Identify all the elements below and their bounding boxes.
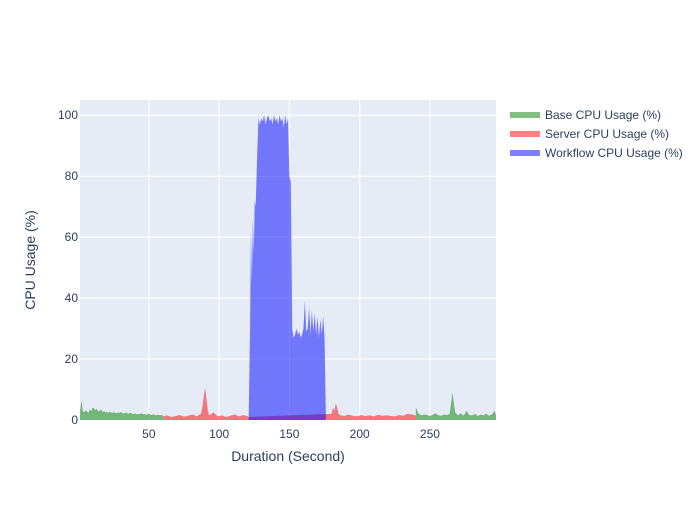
legend[interactable]: Base CPU Usage (%) Server CPU Usage (%) Wo…: [510, 108, 683, 160]
x-tick-label: 250: [420, 427, 440, 441]
series-area-1[interactable]: [415, 392, 496, 420]
x-axis-title: Duration (Second): [231, 448, 345, 464]
y-tick-label: 60: [65, 230, 79, 244]
y-tick-label: 100: [58, 108, 78, 122]
series-area-2[interactable]: [162, 388, 416, 420]
legend-item[interactable]: Base CPU Usage (%): [510, 108, 661, 122]
legend-swatch: [510, 150, 540, 156]
x-tick-label: 200: [350, 427, 370, 441]
legend-label: Base CPU Usage (%): [545, 108, 661, 122]
legend-label: Workflow CPU Usage (%): [545, 146, 683, 160]
series-areas: [80, 115, 496, 421]
legend-item[interactable]: Server CPU Usage (%): [510, 127, 669, 141]
legend-label: Server CPU Usage (%): [545, 127, 669, 141]
y-axis-title: CPU Usage (%): [22, 210, 38, 310]
legend-swatch: [510, 112, 540, 118]
x-tick-label: 50: [142, 427, 156, 441]
x-tick-label: 150: [279, 427, 299, 441]
y-tick-label: 40: [65, 291, 79, 305]
legend-item[interactable]: Workflow CPU Usage (%): [510, 146, 683, 160]
x-tick-label: 100: [209, 427, 229, 441]
series-area-3[interactable]: [248, 115, 331, 421]
x-axis-ticks: 50 100 150 200 250: [142, 427, 440, 441]
y-tick-label: 20: [65, 352, 79, 366]
series-area-0[interactable]: [80, 400, 163, 420]
y-tick-label: 0: [71, 413, 78, 427]
y-axis-ticks: 0 20 40 60 80 100: [58, 108, 78, 427]
y-tick-label: 80: [65, 169, 79, 183]
legend-swatch: [510, 131, 540, 137]
